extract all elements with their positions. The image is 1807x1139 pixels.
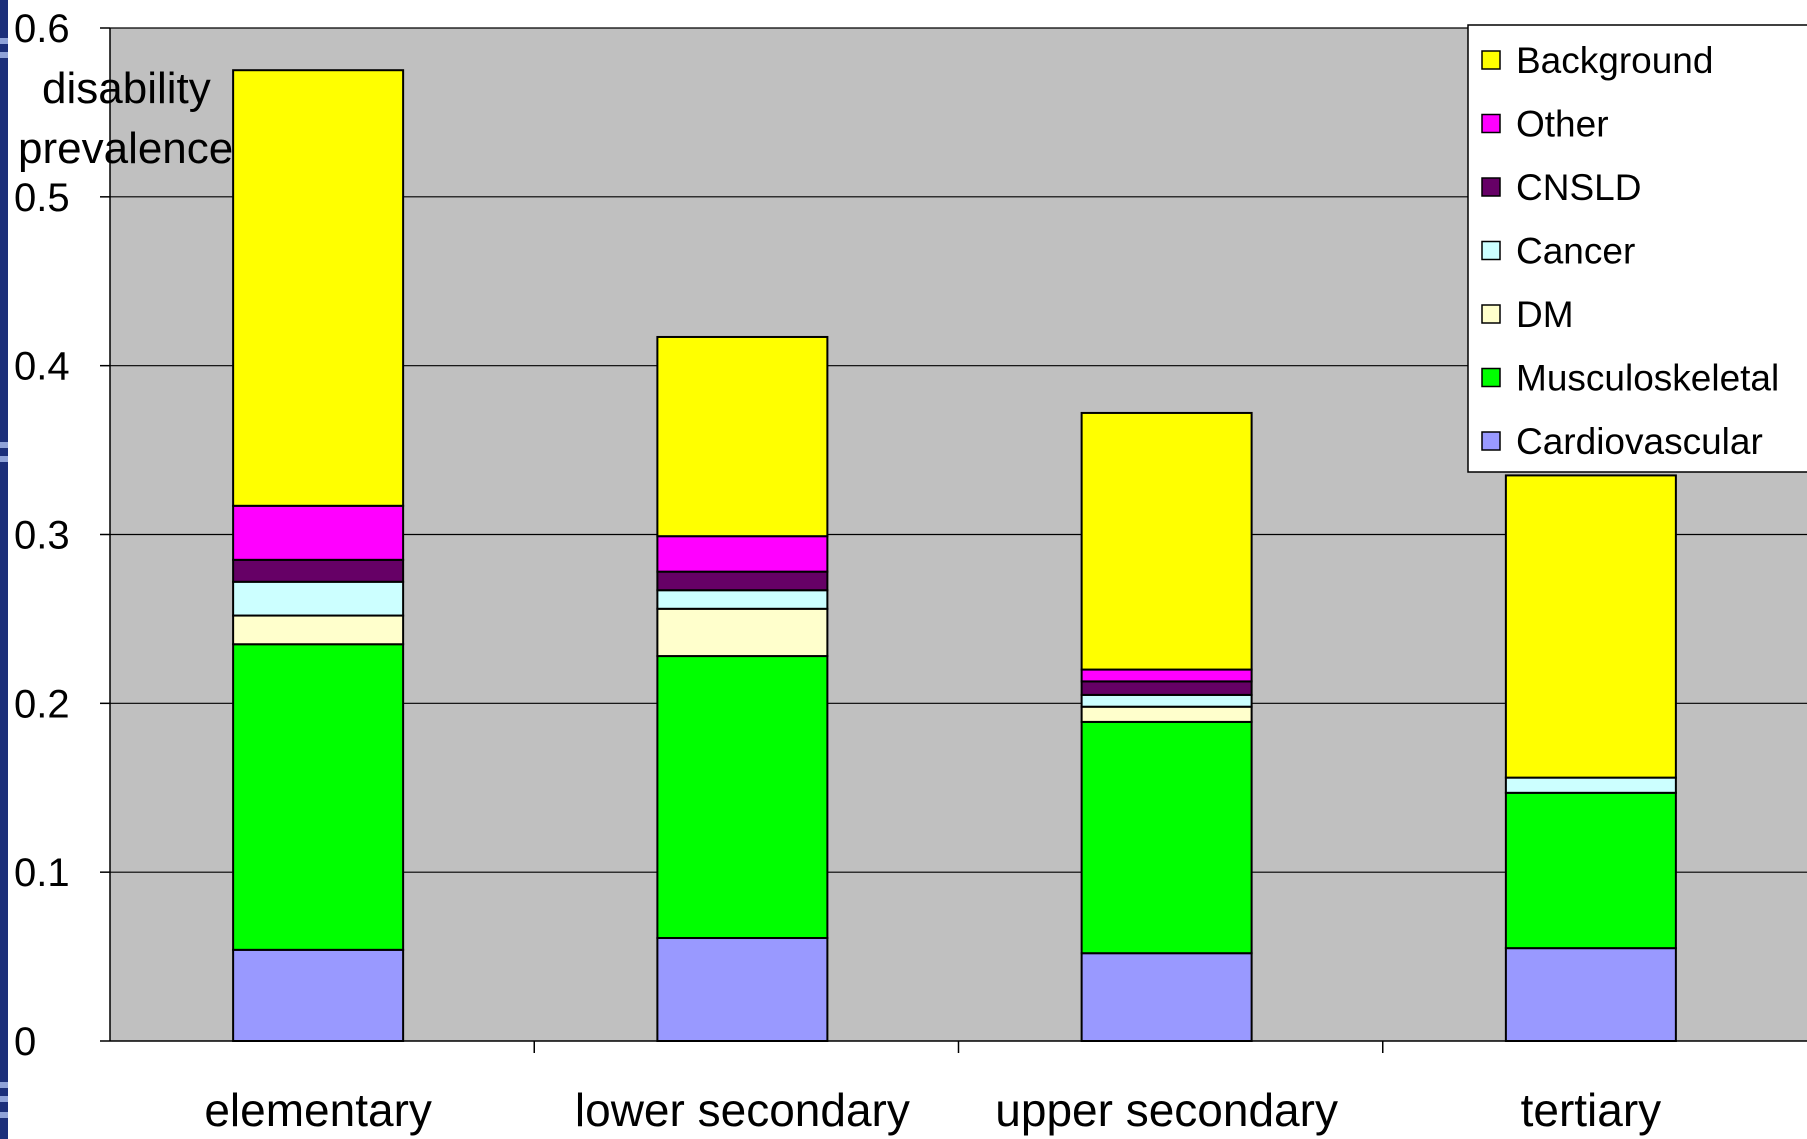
legend-label-dm: DM — [1516, 294, 1574, 335]
x-category-label: tertiary — [1521, 1084, 1662, 1136]
legend: Background Other CNSLD Cancer DM Musculoskele… — [1467, 24, 1807, 473]
bar-segment-cnsld — [656, 570, 829, 592]
y-tick-label: 0.2 — [14, 682, 70, 726]
x-category-label: lower secondary — [575, 1084, 910, 1136]
y-tick-label: 0 — [14, 1020, 36, 1064]
bar-segment-cancer — [1504, 776, 1677, 794]
y-tick-label: 0.1 — [14, 851, 70, 895]
legend-swatch-other — [1481, 113, 1501, 134]
y-tick-label: 0.5 — [14, 176, 70, 220]
bar-segment-musculoskeletal — [232, 643, 405, 951]
legend-label-cardiovascular: Cardiovascular — [1516, 421, 1763, 462]
legend-swatch-musculoskeletal — [1481, 367, 1501, 388]
bar-segment-background — [656, 335, 829, 538]
legend-label-background: Background — [1516, 40, 1713, 81]
bar-segment-other — [232, 504, 405, 561]
bar-segment-cnsld — [232, 558, 405, 583]
bar-segment-cnsld — [1080, 680, 1253, 696]
x-category-label: elementary — [204, 1084, 432, 1136]
bar-segment-cancer — [1080, 693, 1253, 708]
bar-segment-dm — [656, 607, 829, 658]
y-tick-label: 0.4 — [14, 345, 70, 389]
strip-mark — [0, 52, 8, 58]
strip-mark — [0, 1112, 8, 1118]
bar-segment-musculoskeletal — [1080, 720, 1253, 955]
slide-edge-strip — [0, 0, 8, 1139]
legend-label-musculoskeletal: Musculoskeletal — [1516, 358, 1779, 399]
bar-segment-cardiovascular — [1080, 952, 1253, 1042]
legend-box — [1467, 24, 1807, 473]
y-axis-label-line1: disability — [42, 64, 211, 113]
bar-segment-cardiovascular — [232, 948, 405, 1043]
x-category-labels: elementary lower secondary upper secondary… — [204, 1084, 1661, 1136]
legend-label-cnsld: CNSLD — [1516, 167, 1641, 208]
bar-segment-background — [1504, 474, 1677, 779]
y-tick-labels: 0 0.1 0.2 0.3 0.4 0.5 0.6 — [14, 7, 70, 1064]
bar-segment-other — [656, 535, 829, 573]
legend-swatch-cardiovascular — [1481, 431, 1501, 451]
strip-mark — [0, 442, 8, 448]
legend-swatch-cnsld — [1481, 177, 1501, 197]
bar-segment-background — [232, 69, 405, 507]
legend-label-other: Other — [1516, 104, 1609, 145]
y-tick-label: 0.6 — [14, 7, 70, 51]
bar-segment-cardiovascular — [656, 937, 829, 1042]
y-tick-label: 0.3 — [14, 514, 70, 558]
legend-label-cancer: Cancer — [1516, 231, 1635, 272]
bar-segment-cancer — [656, 589, 829, 610]
bar-segment-musculoskeletal — [1504, 791, 1677, 950]
bar-segment-cardiovascular — [1504, 947, 1677, 1042]
legend-swatch-cancer — [1481, 240, 1501, 261]
strip-mark — [0, 456, 8, 462]
bar-segment-cancer — [232, 580, 405, 617]
legend-swatch-background — [1481, 50, 1501, 70]
bar-segment-dm — [232, 614, 405, 646]
bar-segment-dm — [1080, 705, 1253, 723]
legend-swatch-dm — [1481, 304, 1501, 324]
axes — [100, 27, 1807, 1053]
bar-segment-musculoskeletal — [656, 655, 829, 940]
strip-mark — [0, 1082, 8, 1088]
x-category-label: upper secondary — [995, 1084, 1338, 1136]
strip-mark — [0, 38, 8, 44]
strip-mark — [0, 1096, 8, 1102]
bar-segment-other — [1080, 668, 1253, 683]
bars — [232, 69, 1677, 1043]
y-axis-label-line2: prevalence — [18, 124, 233, 173]
bar-segment-background — [1080, 411, 1253, 671]
